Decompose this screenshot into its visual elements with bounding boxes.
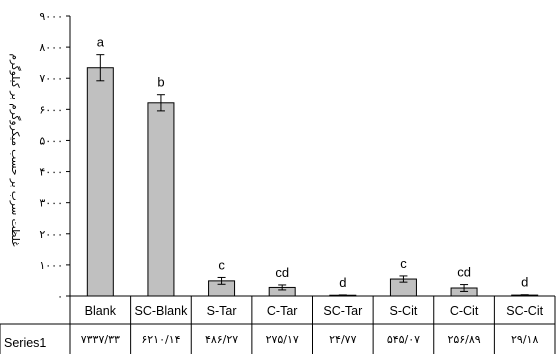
category-label: S-Cit <box>390 304 418 318</box>
y-tick-label: ۶۰۰۰ <box>39 104 63 116</box>
value-label: ۲۷۵/۱۷ <box>266 333 299 346</box>
value-label: ۶۲۱۰/۱۴ <box>141 333 180 346</box>
value-label: ۲۵۶/۸۹ <box>447 333 480 346</box>
y-tick-label: ۸۰۰۰ <box>39 42 63 54</box>
category-label: S-Tar <box>207 304 237 318</box>
category-label: SC-Blank <box>135 304 189 318</box>
category-label: SC-Cit <box>506 304 543 318</box>
category-label: Blank <box>85 304 117 318</box>
bar <box>86 67 114 297</box>
series-name: Series1 <box>4 336 46 350</box>
category-label: C-Tar <box>267 304 298 318</box>
value-label: ۲۴/۷۷ <box>329 333 356 346</box>
value-label: ۵۴۵/۰۷ <box>387 333 420 346</box>
significance-letter: c <box>218 257 225 272</box>
category-label: C-Cit <box>450 304 479 318</box>
category-label: SC-Tar <box>323 304 362 318</box>
y-tick-label: ۲۰۰۰ <box>39 229 63 241</box>
value-label: ۲۹/۱۸ <box>511 333 538 346</box>
y-axis: ۰ ۱۰۰۰ ۲۰۰۰ ۳۰۰۰ ۴۰۰۰ ۵۰۰۰ ۶۰۰۰ ۷۰۰۰ ۸۰۰۰ ۹۰۰۰ <box>39 11 71 303</box>
significance-letter: c <box>400 256 407 271</box>
y-tick-label: ۱۰۰۰ <box>39 260 63 272</box>
y-axis-label-group: غلظت سرب بر حسب میکروگرم بر کیلوگرم <box>9 53 22 247</box>
y-tick-label: ۰ <box>57 291 63 303</box>
bar <box>147 102 175 297</box>
significance-letter: cd <box>457 265 471 280</box>
significance-letter: d <box>521 275 528 290</box>
y-tick-label: ۹۰۰۰ <box>39 11 63 23</box>
y-axis-label: غلظت سرب بر حسب میکروگرم بر کیلوگرم <box>9 53 22 247</box>
significance-letter: a <box>97 35 105 50</box>
y-tick-label: ۵۰۰۰ <box>39 135 63 147</box>
significance-letter: cd <box>275 265 289 280</box>
value-label: ۷۳۳۷/۳۳ <box>81 333 120 346</box>
y-tick-label: ۴۰۰۰ <box>39 167 63 179</box>
y-tick-label: ۷۰۰۰ <box>39 73 63 85</box>
value-label: ۴۸۶/۲۷ <box>205 333 238 346</box>
bars: a b c cd d c cd d <box>86 35 539 297</box>
data-table: Series1 Blank ۷۳۳۷/۳۳ SC-Blank ۶۲۱۰/۱۴ S-Tar… <box>0 295 556 354</box>
y-tick-label: ۳۰۰۰ <box>39 198 63 210</box>
significance-letter: d <box>339 275 346 290</box>
significance-letter: b <box>157 75 164 90</box>
